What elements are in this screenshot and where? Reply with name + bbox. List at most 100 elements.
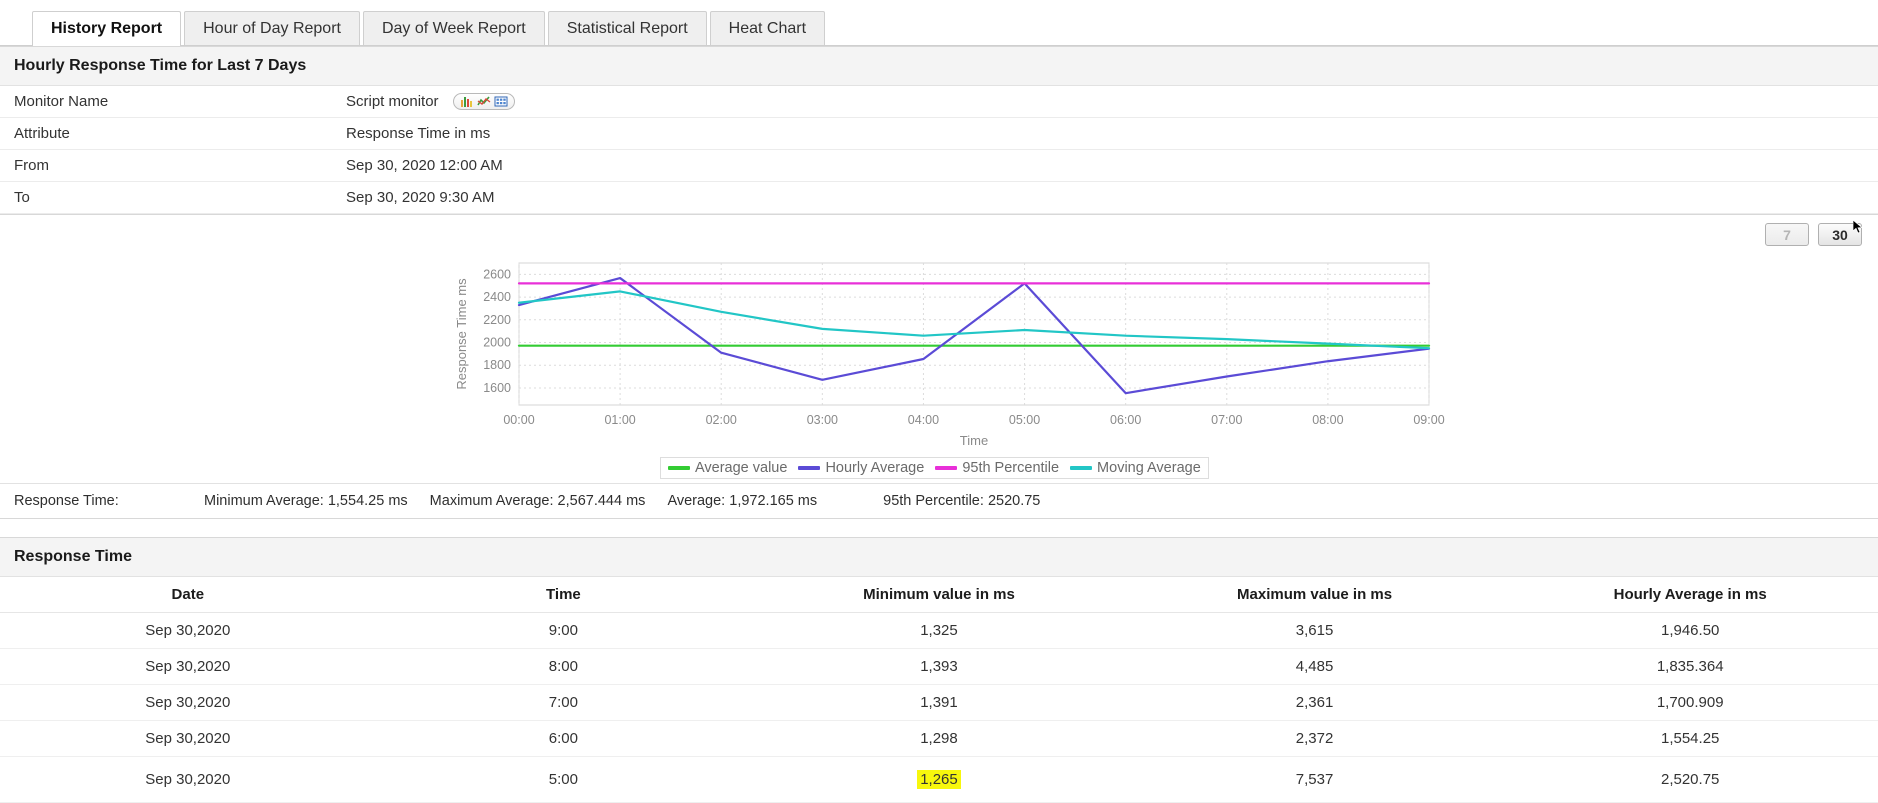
legend-swatch-icon [935, 466, 958, 470]
table-cell-min: 1,325 [751, 612, 1127, 649]
range-button-label: 30 [1832, 226, 1848, 243]
info-row: Attribute Response Time in ms [0, 118, 1878, 150]
tab-heat-chart[interactable]: Heat Chart [709, 11, 826, 45]
table-row: Sep 30,2020 9:00 1,325 3,615 1,946.50 [0, 612, 1878, 649]
chart-plot-area [518, 262, 1430, 406]
stats-95th-percentile-value: 2520.75 [987, 493, 1041, 509]
legend-item[interactable]: Moving Average [1070, 460, 1201, 476]
x-axis-tick-label: 07:00 [1211, 413, 1242, 427]
table-row: Sep 30,2020 7:00 1,391 2,361 1,700.909 [0, 684, 1878, 721]
table-cell-avg: 1,554.25 [1502, 720, 1878, 757]
legend-swatch-icon [798, 466, 821, 470]
table-cell-date: Sep 30,2020 [0, 612, 376, 649]
stats-minimum-average-label: Minimum Average: [204, 493, 324, 509]
highlighted-value: 1,265 [917, 770, 961, 789]
y-axis-tick-label: 1800 [483, 358, 511, 372]
y-axis-title: Response Time ms [454, 278, 469, 390]
stats-maximum-average-label: Maximum Average: [429, 493, 554, 509]
tab-statistical-report[interactable]: Statistical Report [547, 11, 707, 45]
table-cell-avg: 2,520.75 [1502, 756, 1878, 803]
report-tabs: History Report Hour of Day Report Day of W… [0, 0, 1878, 46]
stats-maximum-average-value: 2,567.444 [557, 493, 623, 509]
table-row: Sep 30,2020 5:00 1,265 7,537 2,520.75 [0, 756, 1878, 803]
mouse-cursor-icon [1853, 220, 1863, 234]
report-info-table: Monitor Name Script monitor Attribute Respo… [0, 86, 1878, 214]
stats-95th-percentile: 95th Percentile: 2520.75 [883, 493, 1040, 509]
range-buttons: 7 30 [1765, 220, 1863, 246]
tab-history-report[interactable]: History Report [32, 11, 182, 46]
table-row: Sep 30,2020 8:00 1,393 4,485 1,835.364 [0, 648, 1878, 685]
table-cell-min: 1,393 [751, 648, 1127, 685]
x-axis-tick-label: 04:00 [908, 413, 939, 427]
table-column-header[interactable]: Hourly Average in ms [1502, 577, 1878, 613]
x-axis-tick-label: 02:00 [706, 413, 737, 427]
x-axis-tick-label: 06:00 [1110, 413, 1141, 427]
response-time-table: Date Time Minimum value in ms Maximum value… [0, 577, 1878, 803]
y-axis-tick-label: 2000 [483, 336, 511, 350]
y-axis-tick-label: 2200 [483, 313, 511, 327]
stats-average-value: 1,972.165 [729, 493, 794, 509]
info-label: To [14, 189, 30, 206]
info-value-cell: Script monitor [342, 86, 1878, 118]
table-column-header[interactable]: Minimum value in ms [751, 577, 1127, 613]
table-column-header[interactable]: Time [375, 577, 752, 613]
legend-label: 95th Percentile [962, 460, 1060, 476]
table-cell-avg: 1,946.50 [1502, 612, 1878, 649]
table-cell-time: 8:00 [375, 648, 752, 685]
info-label: From [14, 157, 49, 174]
chart-legend: Average value Hourly Average 95th Percenti… [660, 457, 1209, 479]
info-row: Monitor Name Script monitor [0, 86, 1878, 118]
table-cell-time: 5:00 [375, 756, 752, 803]
table-header-row: Date Time Minimum value in ms Maximum value… [0, 577, 1878, 613]
stats-maximum-average-unit: ms [626, 493, 646, 509]
legend-item[interactable]: Average value [668, 460, 787, 476]
table-cell-date: Sep 30,2020 [0, 648, 376, 685]
stats-average: Average: 1,972.165 ms [667, 493, 817, 509]
info-label: Attribute [14, 125, 70, 142]
table-cell-date: Sep 30,2020 [0, 720, 376, 757]
range-selector-row: 7 30 [0, 215, 1878, 257]
chart-series-line [517, 276, 1431, 395]
line-chart-icon[interactable] [476, 95, 491, 108]
x-axis-tick-label: 00:00 [503, 413, 534, 427]
range-button-30-days[interactable]: 30 [1818, 220, 1863, 246]
stats-minimum-average: Minimum Average: 1,554.25 ms [204, 493, 408, 509]
stats-title: Response Time: [14, 493, 119, 509]
tab-day-of-week-report[interactable]: Day of Week Report [362, 11, 545, 45]
table-row: Sep 30,2020 6:00 1,298 2,372 1,554.25 [0, 720, 1878, 757]
tab-hour-of-day-report[interactable]: Hour of Day Report [184, 11, 360, 45]
x-axis-title: Time [960, 433, 988, 448]
y-axis-tick-label: 2400 [483, 290, 511, 304]
info-value: Sep 30, 2020 12:00 AM [346, 157, 503, 174]
report-title: Hourly Response Time for Last 7 Days [0, 47, 1878, 86]
table-cell-max: 2,361 [1126, 684, 1503, 721]
legend-label: Hourly Average [825, 460, 925, 476]
x-axis-tick-label: 08:00 [1312, 413, 1343, 427]
summary-stats-bar: Response Time: Minimum Average: 1,554.25… [0, 483, 1878, 519]
range-button-label: 7 [1783, 226, 1791, 243]
table-cell-max: 4,485 [1126, 648, 1503, 685]
x-axis-tick-label: 09:00 [1413, 413, 1444, 427]
response-time-chart: 1600 1800 2000 2200 2400 2600 00:00 01:00 02:00 0… [0, 257, 1878, 457]
info-row: From Sep 30, 2020 12:00 AM [0, 150, 1878, 182]
table-cell-date: Sep 30,2020 [0, 684, 376, 721]
bar-chart-icon[interactable] [460, 95, 474, 108]
table-cell-time: 7:00 [375, 684, 752, 721]
legend-swatch-icon [668, 466, 690, 470]
monitor-name-value: Script monitor [346, 93, 515, 110]
table-cell-max: 2,372 [1126, 720, 1503, 757]
legend-swatch-icon [1070, 466, 1093, 470]
stats-minimum-average-unit: ms [388, 493, 408, 509]
y-axis-tick-label: 2600 [483, 267, 511, 281]
legend-item[interactable]: 95th Percentile [935, 460, 1059, 476]
x-axis-tick-label: 05:00 [1009, 413, 1040, 427]
legend-item[interactable]: Hourly Average [798, 460, 924, 476]
table-cell-time: 6:00 [375, 720, 752, 757]
table-cell-min: 1,265 [751, 756, 1127, 803]
chart-legend-row: Average value Hourly Average 95th Percenti… [0, 457, 1878, 483]
data-table-title: Response Time [0, 538, 1878, 577]
table-grid-icon[interactable] [494, 95, 508, 108]
table-column-header[interactable]: Maximum value in ms [1126, 577, 1503, 613]
table-column-header[interactable]: Date [0, 577, 376, 613]
legend-label: Moving Average [1097, 460, 1201, 476]
